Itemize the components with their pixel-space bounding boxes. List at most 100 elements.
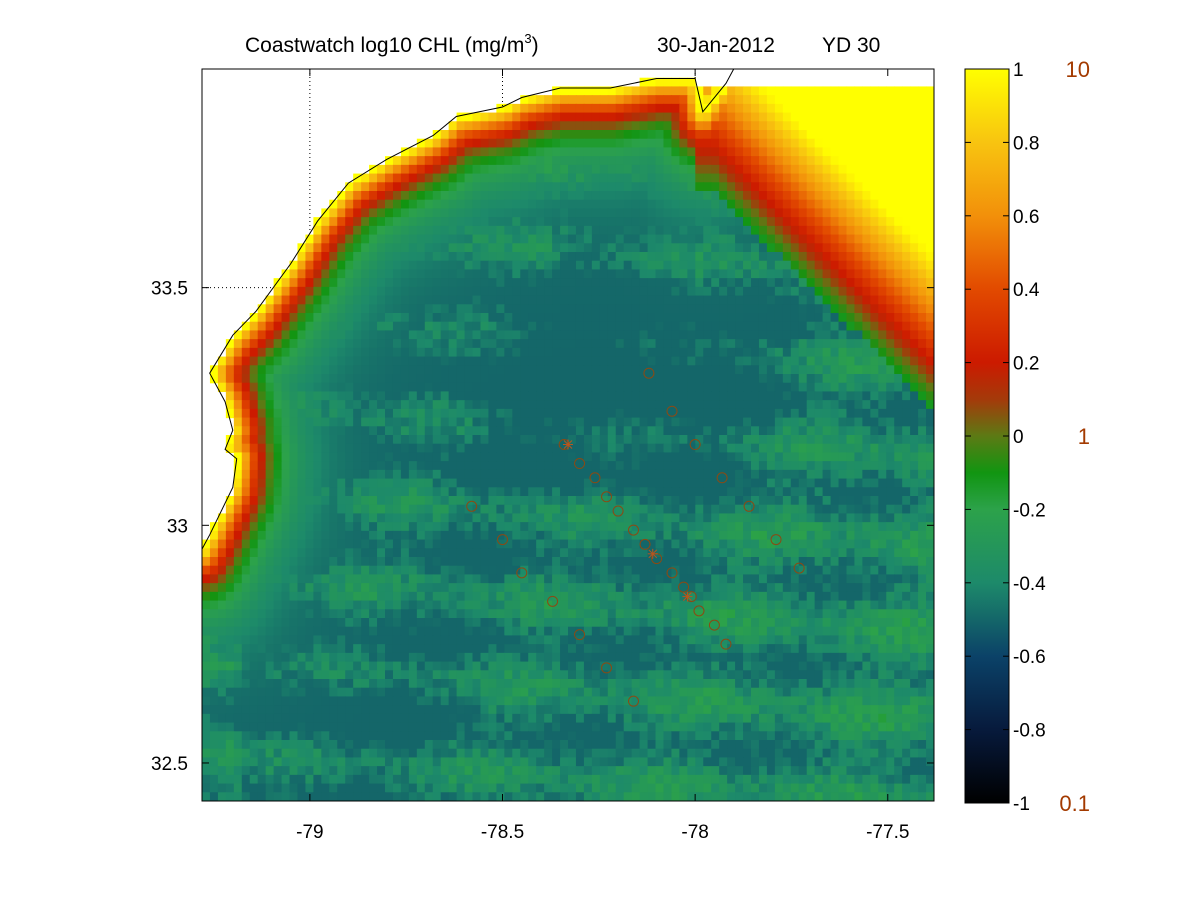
heatmap-cell (369, 374, 378, 384)
heatmap-cell (862, 530, 871, 541)
heatmap-cell (878, 435, 887, 445)
heatmap-cell (281, 591, 291, 602)
heatmap-cell (663, 260, 673, 271)
heatmap-cell (631, 583, 641, 593)
heatmap-cell (647, 356, 657, 366)
heatmap-cell (703, 513, 712, 523)
heatmap-cell (568, 286, 577, 297)
heatmap-cell (735, 496, 744, 506)
heatmap-cell (536, 130, 545, 140)
heatmap-cell (814, 469, 824, 480)
heatmap-cell (552, 234, 561, 244)
heatmap-cell (544, 452, 553, 462)
heatmap-cell (695, 530, 704, 541)
heatmap-cell (870, 243, 879, 253)
heatmap-cell (703, 382, 712, 393)
heatmap-cell (289, 487, 299, 497)
heatmap-cell (599, 452, 609, 462)
heatmap-cell (679, 199, 688, 210)
heatmap-cell (639, 574, 649, 584)
heatmap-cell (886, 443, 895, 454)
heatmap-cell (846, 365, 856, 375)
heatmap-cell (217, 530, 227, 541)
heatmap-cell (870, 130, 879, 140)
heatmap-cell (544, 164, 553, 175)
heatmap-cell (679, 530, 688, 541)
heatmap-cell (233, 443, 243, 454)
heatmap-cell (440, 234, 450, 244)
heatmap-cell (297, 548, 307, 558)
heatmap-cell (647, 426, 657, 436)
heatmap-cell (289, 426, 299, 436)
heatmap-cell (782, 339, 792, 349)
heatmap-cell (552, 199, 561, 210)
heatmap-cell (623, 609, 633, 619)
heatmap-cell (560, 565, 569, 576)
heatmap-cell (305, 313, 314, 323)
heatmap-cell (639, 504, 649, 515)
heatmap-cell (377, 504, 386, 515)
heatmap-cell (345, 408, 354, 419)
heatmap-cell (305, 339, 314, 349)
heatmap-cell (225, 400, 235, 410)
heatmap-cell (512, 199, 521, 210)
heatmap-cell (400, 461, 410, 471)
heatmap-cell (536, 147, 545, 157)
heatmap-cell (751, 243, 760, 253)
heatmap-cell (790, 295, 800, 305)
heatmap-cell (337, 260, 346, 271)
heatmap-cell (814, 426, 824, 436)
heatmap-cell (599, 435, 609, 445)
heatmap-cell (790, 182, 800, 192)
heatmap-cell (361, 208, 370, 218)
heatmap-cell (798, 147, 808, 157)
heatmap-cell (233, 356, 243, 366)
heatmap-cell (575, 391, 585, 401)
heatmap-cell (870, 443, 879, 454)
heatmap-cell (838, 164, 848, 175)
heatmap-cell (432, 347, 442, 358)
heatmap-cell (361, 356, 370, 366)
heatmap-cell (663, 548, 673, 558)
heatmap-cell (806, 217, 816, 227)
heatmap-cell (496, 252, 505, 262)
heatmap-cell (751, 374, 760, 384)
heatmap-cell (249, 426, 259, 436)
heatmap-cell (703, 469, 712, 480)
heatmap-cell (870, 217, 879, 227)
heatmap-cell (703, 504, 712, 515)
heatmap-cell (337, 557, 346, 567)
heatmap-cell (846, 487, 856, 497)
heatmap-cell (440, 164, 450, 175)
heatmap-cell (782, 95, 792, 105)
heatmap-cell (910, 400, 919, 410)
heatmap-cell (838, 426, 848, 436)
heatmap-cell (918, 426, 927, 436)
heatmap-cell (337, 408, 346, 419)
heatmap-cell (687, 252, 696, 262)
heatmap-cell (241, 365, 251, 375)
heatmap-cell (918, 243, 927, 253)
heatmap-cell (902, 103, 911, 114)
heatmap-cell (647, 391, 657, 401)
heatmap-cell (472, 530, 482, 541)
heatmap-cell (623, 339, 633, 349)
heatmap-cell (568, 339, 577, 349)
heatmap-cell (361, 182, 370, 192)
heatmap-cell (416, 234, 426, 244)
heatmap-cell (560, 548, 569, 558)
heatmap-cell (560, 103, 569, 114)
heatmap-cell (424, 182, 434, 192)
heatmap-cell (687, 478, 696, 488)
heatmap-cell (583, 191, 593, 201)
heatmap-cell (711, 199, 720, 210)
heatmap-cell (329, 365, 338, 375)
heatmap-cell (774, 443, 784, 454)
heatmap-cell (504, 112, 513, 122)
heatmap-cell (472, 147, 482, 157)
heatmap-cell (313, 583, 322, 593)
heatmap-cell (623, 313, 633, 323)
heatmap-cell (528, 443, 537, 454)
heatmap-cell (369, 565, 378, 576)
heatmap-cell (679, 400, 688, 410)
